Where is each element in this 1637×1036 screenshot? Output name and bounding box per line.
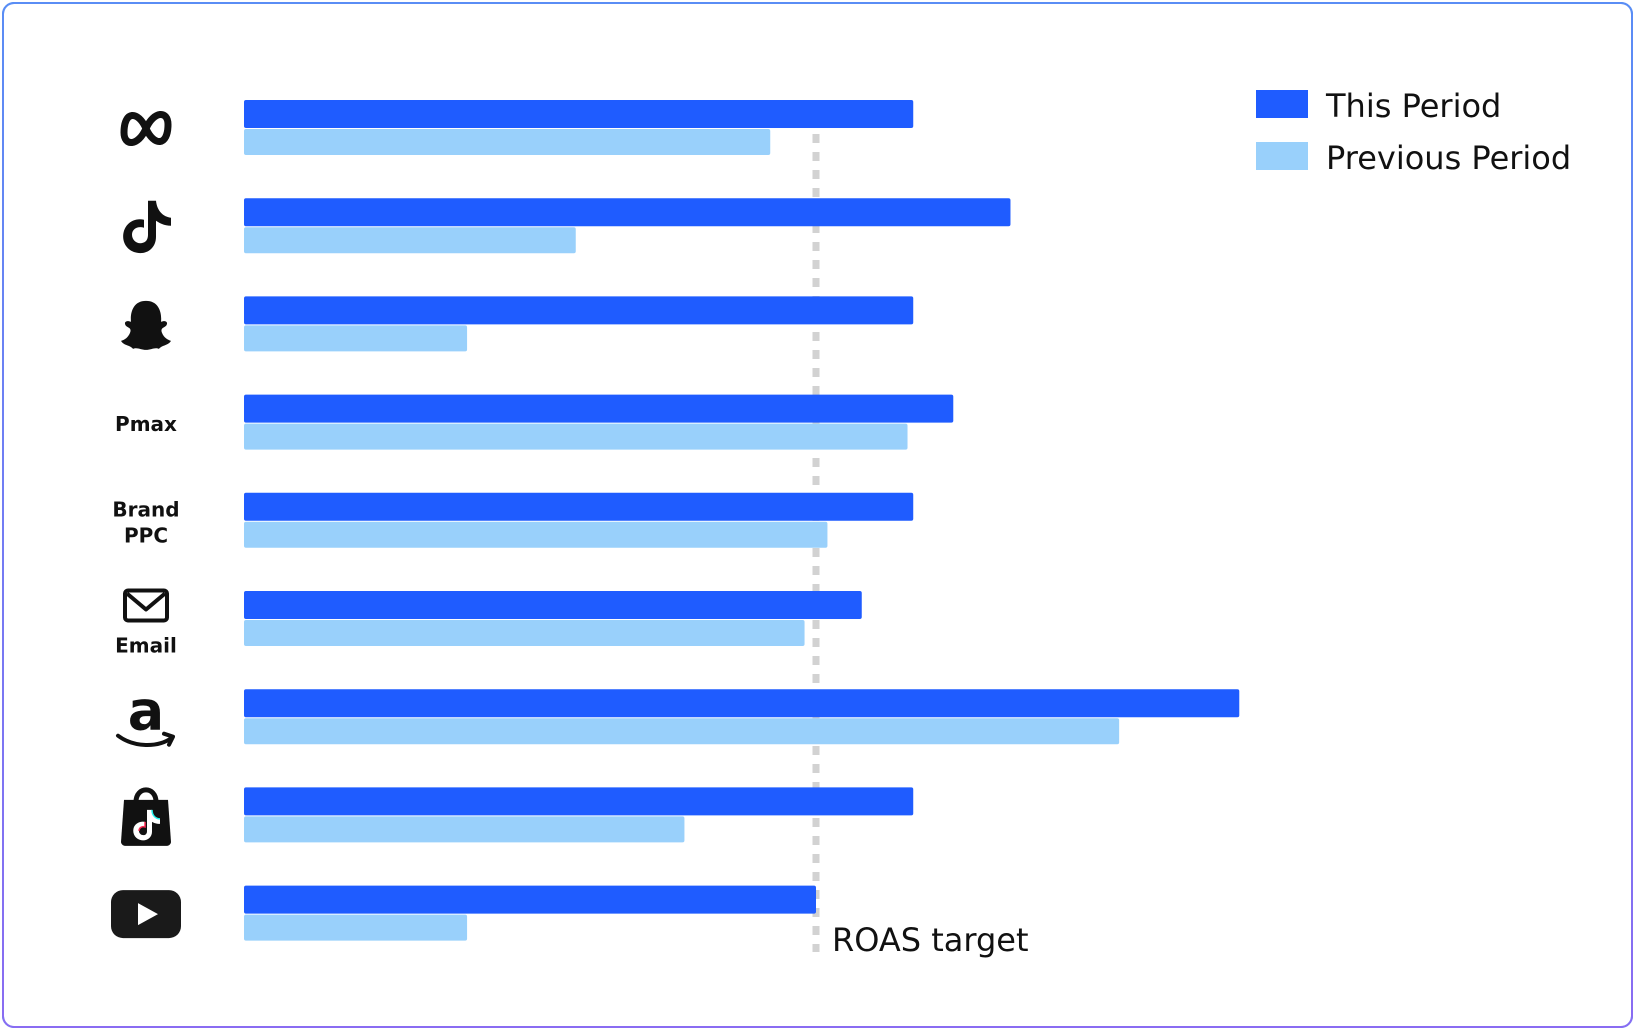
bar-this-period <box>244 100 914 128</box>
bar-previous-period <box>244 227 576 254</box>
category-label-6: Email <box>115 588 177 658</box>
bar-previous-period <box>244 325 468 352</box>
legend-swatch <box>1256 90 1308 118</box>
tiktok-icon <box>123 200 171 254</box>
category-label-1 <box>120 111 172 146</box>
legend-swatch <box>1256 142 1308 170</box>
snapchat-icon <box>121 300 171 350</box>
category-label-4: Pmax <box>115 412 177 436</box>
svg-text:a: a <box>128 680 164 743</box>
category-label-3 <box>121 300 171 350</box>
bar-this-period <box>244 787 914 816</box>
mail-icon <box>123 588 169 623</box>
bar-previous-period <box>244 423 908 450</box>
category-text: Email <box>115 634 177 658</box>
youtube-icon <box>111 890 181 939</box>
legend-item-1: This Period <box>1256 87 1501 125</box>
category-text: Brand PPC <box>112 497 179 547</box>
tiktok-shop-icon <box>121 787 171 846</box>
category-label-9 <box>111 890 181 939</box>
category-label-8 <box>121 787 171 846</box>
category-label-2 <box>123 200 171 254</box>
legend-label: Previous Period <box>1326 139 1571 177</box>
category-label-7: a <box>116 680 175 747</box>
bar-this-period <box>244 492 914 521</box>
bar-previous-period <box>244 521 828 548</box>
bar-previous-period <box>244 620 805 646</box>
bar-previous-period <box>244 718 1120 745</box>
roas-bar-chart: ROAS target Pmax Brand PPC Email a This Peri… <box>111 87 1571 959</box>
bar-this-period <box>244 591 862 619</box>
bar-previous-period <box>244 129 771 155</box>
bar-this-period <box>244 394 954 423</box>
legend-label: This Period <box>1325 87 1501 125</box>
bar-this-period <box>244 689 1240 718</box>
bar-this-period <box>244 198 1011 227</box>
amazon-icon: a <box>116 680 175 747</box>
bar-previous-period <box>244 914 468 941</box>
category-text: Pmax <box>115 412 177 436</box>
roas-target-label: ROAS target <box>832 921 1029 959</box>
meta-icon <box>120 111 172 146</box>
legend-item-2: Previous Period <box>1256 139 1571 177</box>
bar-previous-period <box>244 816 685 843</box>
category-label-5: Brand PPC <box>112 497 179 547</box>
bar-this-period <box>244 296 914 325</box>
bar-this-period <box>244 885 816 914</box>
